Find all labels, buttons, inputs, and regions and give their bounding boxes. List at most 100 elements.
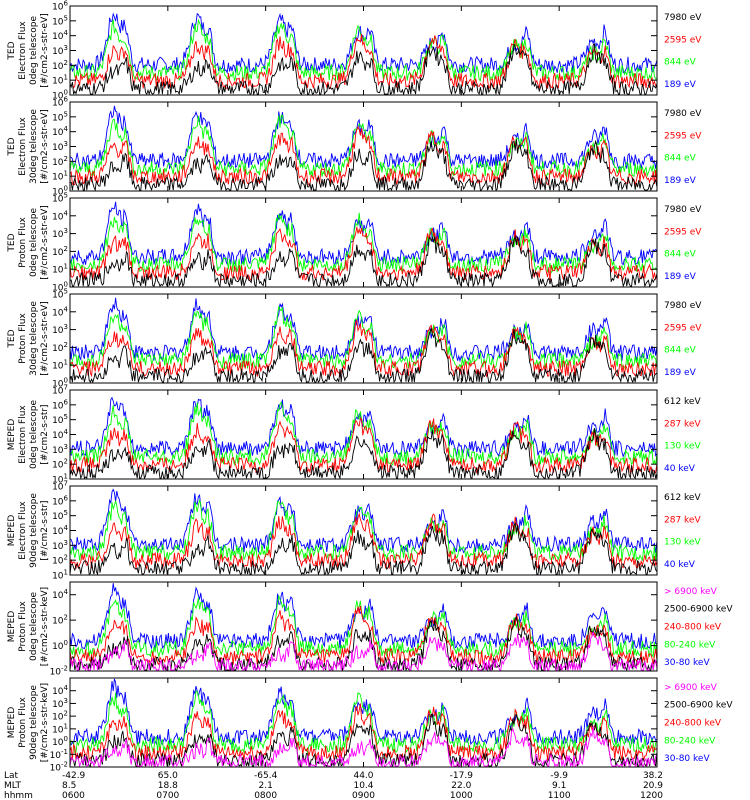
series-line-240-800-kev xyxy=(70,703,657,763)
y-tick-label: 101 xyxy=(52,74,68,87)
legend-entry: > 6900 keV xyxy=(664,683,718,693)
legend-entry: 189 eV xyxy=(664,368,697,378)
y-axis-label-line: TED xyxy=(7,233,17,252)
y-tick-label: 101 xyxy=(52,263,68,276)
x-tick-lat: -17.9 xyxy=(450,771,474,781)
y-axis-label-line: Electron Flux xyxy=(18,21,28,80)
legend-entry: > 6900 keV xyxy=(664,587,718,597)
panel-6-series xyxy=(70,488,657,575)
panel-7: 10-2 100 102 104 MEPED Proton Flux 0deg telesc… xyxy=(7,581,733,678)
y-tick-label: 10-2 xyxy=(50,665,68,678)
y-axis-label-line: [#/cm2-s-str-keV] xyxy=(40,683,50,762)
x-tick-hhmm: 1200 xyxy=(640,791,663,800)
y-axis-label-line: MEPED xyxy=(7,707,17,739)
series-line-2595-ev xyxy=(70,226,657,282)
y-tick-label: 102 xyxy=(52,554,68,567)
y-tick-label: 101 xyxy=(52,170,68,183)
y-tick-label: 103 xyxy=(52,44,68,57)
legend-entry: 2595 eV xyxy=(664,227,702,237)
series-line-80-240-kev xyxy=(70,594,657,658)
y-tick-label: 103 xyxy=(52,227,68,240)
x-tick-mlt: 9.1 xyxy=(552,781,566,791)
y-tick-label: 105 xyxy=(52,110,68,123)
y-tick-label: 106 xyxy=(52,96,68,109)
series-line-189-ev xyxy=(70,297,657,363)
y-axis-label-line: MEPED xyxy=(7,611,17,643)
x-tick-hhmm: 0900 xyxy=(352,791,375,800)
y-tick-label: 102 xyxy=(52,341,68,354)
series-line-189-ev xyxy=(70,201,657,267)
y-axis-label-line: [#/cm2-s-str] xyxy=(40,500,50,560)
series-line-844-ev xyxy=(70,18,657,83)
y-tick-label: 102 xyxy=(52,155,68,168)
y-axis-label-line: 90deg telescope xyxy=(29,493,39,568)
y-axis-label-line: 0deg telescope xyxy=(29,400,39,470)
y-tick-label: 105 xyxy=(52,192,68,205)
y-tick-label: 102 xyxy=(52,245,68,258)
panel-frame xyxy=(69,5,658,96)
y-tick-label: 104 xyxy=(52,428,68,441)
legend-entry: 30-80 keV xyxy=(664,754,710,764)
y-tick-label: 103 xyxy=(52,697,68,710)
legend-entry: 844 eV xyxy=(664,250,697,260)
series-line-189-ev xyxy=(70,12,657,75)
legend-entry: 30-80 keV xyxy=(664,658,710,668)
y-axis-label-line: 0deg telescope xyxy=(29,16,39,86)
legend-entry: 80-240 keV xyxy=(664,736,716,746)
y-tick-label: 107 xyxy=(52,480,68,493)
y-tick-label: 100 xyxy=(52,377,68,390)
legend-entry: 130 keV xyxy=(664,442,701,452)
x-axis-row-label: MLT xyxy=(4,781,22,791)
y-axis-label-line: 0deg telescope xyxy=(29,592,39,662)
y-axis-label-line: MEPED xyxy=(7,515,17,547)
legend-entry: 240-800 keV xyxy=(664,719,722,729)
legend-entry: 40 keV xyxy=(664,560,696,570)
y-tick-label: 103 xyxy=(52,539,68,552)
y-tick-label: 102 xyxy=(52,458,68,471)
series-line-7980-ev xyxy=(70,43,657,95)
y-axis-label-line: [#/cm2-s-str-eV] xyxy=(40,205,50,280)
legend-entry: 189 eV xyxy=(664,80,697,90)
x-axis-group: LatMLThhmm2025 Apr 06-42.98.5060065.018.… xyxy=(4,6,663,800)
series-line-7980-ev xyxy=(70,327,657,383)
series-line-130-kev xyxy=(70,401,657,466)
legend-entry: 189 eV xyxy=(664,272,697,282)
x-tick-lat: -42.9 xyxy=(62,771,86,781)
series-line-2595-ev xyxy=(70,125,657,187)
y-tick-label: 106 xyxy=(52,0,68,13)
legend-entry: 7980 eV xyxy=(664,301,702,311)
panel-1-series xyxy=(70,12,657,95)
x-tick-mlt: 22.0 xyxy=(451,781,471,791)
y-tick-label: 105 xyxy=(52,413,68,426)
y-axis-label-line: MEPED xyxy=(7,419,17,451)
legend-entry: 130 keV xyxy=(664,538,701,548)
y-axis-label-line: TED xyxy=(7,329,17,348)
legend-entry: 287 keV xyxy=(664,419,701,429)
y-tick-label: 104 xyxy=(52,524,68,537)
x-tick-mlt: 2.1 xyxy=(259,781,273,791)
y-axis-label-line: TED xyxy=(7,41,17,60)
y-tick-label: 104 xyxy=(52,209,68,222)
y-tick-label: 104 xyxy=(52,125,68,138)
y-tick-label: 102 xyxy=(52,59,68,72)
y-axis-label-line: 90deg telescope xyxy=(29,685,39,760)
legend-entry: 2500-6900 keV xyxy=(664,605,733,615)
x-tick-hhmm: 1100 xyxy=(548,791,571,800)
y-axis-label-line: Proton Flux xyxy=(18,697,28,748)
y-axis-label-line: Electron Flux xyxy=(18,117,28,176)
y-tick-label: 100 xyxy=(52,281,68,294)
legend-entry: 2500-6900 keV xyxy=(664,701,733,711)
legend-entry: 189 eV xyxy=(664,176,697,186)
legend-entry: 2595 eV xyxy=(664,323,702,333)
series-line-287-kev xyxy=(70,512,657,571)
x-tick-mlt: 8.5 xyxy=(62,781,76,791)
y-axis-label-line: [#/cm2-s-str-eV] xyxy=(40,13,50,88)
series-line-2595-ev xyxy=(70,319,657,378)
legend-entry: 2595 eV xyxy=(664,35,702,45)
y-tick-label: 105 xyxy=(52,288,68,301)
y-tick-label: 103 xyxy=(52,140,68,153)
